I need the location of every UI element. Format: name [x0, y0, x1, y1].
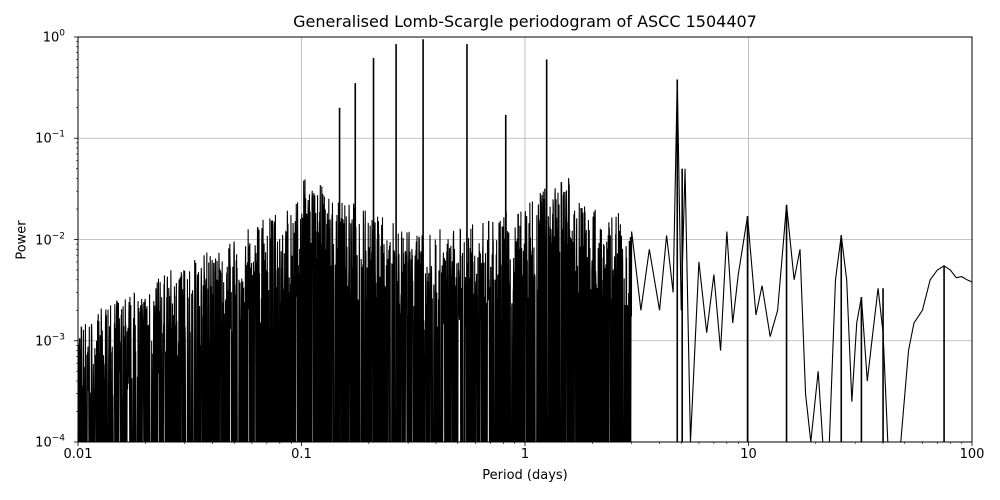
- y-tick-label: 10−3: [35, 332, 65, 350]
- x-axis-label: Period (days): [482, 468, 568, 483]
- x-tick-label: 10: [740, 447, 757, 462]
- chart-title: Generalised Lomb-Scargle periodogram of …: [293, 12, 757, 31]
- y-tick-label: 100: [42, 28, 65, 46]
- x-tick-label: 0.1: [291, 447, 312, 462]
- x-tick-label: 100: [959, 447, 985, 462]
- x-tick-label: 0.01: [63, 447, 93, 462]
- y-tick-label: 10−1: [35, 129, 65, 147]
- y-tick-label: 10−2: [35, 231, 65, 248]
- x-tick-label: 1: [520, 447, 530, 462]
- axis-ticks: [74, 36, 973, 446]
- y-tick-label: 10−4: [35, 433, 65, 451]
